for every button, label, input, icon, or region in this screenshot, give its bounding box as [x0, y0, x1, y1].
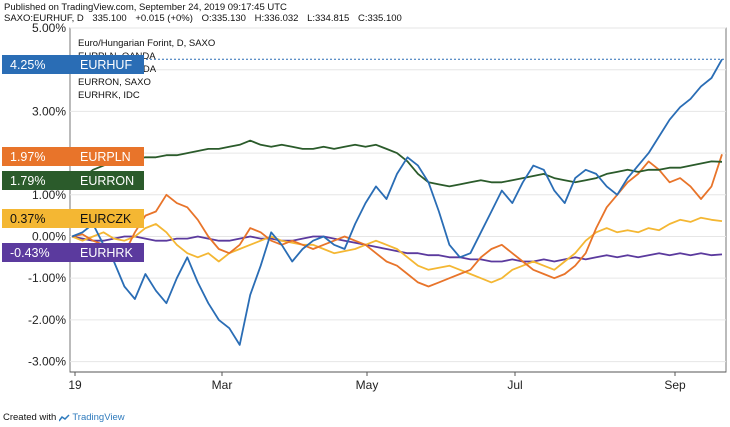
symbol-info: SAXO:EURHUF, D 335.100 +0.015 (+0%) O:33…: [4, 13, 408, 24]
chart-header: Published on TradingView.com, September …: [4, 2, 408, 24]
value-label-symbol: EURCZK: [80, 212, 132, 226]
legend-entry: Euro/Hungarian Forint, D, SAXO: [78, 38, 215, 49]
series-line-eurczk: [71, 216, 723, 284]
x-tick-label: May: [356, 378, 379, 392]
value-label-percent: -0.43%: [10, 246, 50, 260]
series-line-eurron: [71, 139, 723, 188]
value-label-symbol: EURPLN: [80, 150, 131, 164]
value-label-eurczk: 0.37% EURCZK: [2, 209, 144, 228]
footer: Created with TradingView: [3, 412, 125, 423]
value-label-eurhrk: -0.43% EURHRK: [2, 243, 144, 262]
value-label-percent: 1.79%: [10, 174, 45, 188]
tradingview-logo-icon: [59, 413, 70, 421]
value-label-eurhuf: 4.25% EURHUF: [2, 55, 144, 74]
value-label-box: [2, 55, 144, 74]
y-tick-label: 0.00%: [32, 229, 66, 243]
x-tick-label: Jul: [507, 378, 522, 392]
y-tick-label: 3.00%: [32, 104, 66, 118]
series-line-eurpln: [71, 154, 723, 288]
low-price: L:334.815: [307, 13, 350, 24]
legend-entry: EURHRK, IDC: [78, 90, 140, 101]
last-price: 335.100: [92, 13, 127, 24]
value-label-symbol: EURHUF: [80, 58, 132, 72]
series-line-eurhrk: [71, 235, 723, 263]
value-label-eurron: 1.79% EURRON: [2, 171, 144, 190]
symbol-name: SAXO:EURHUF, D: [4, 13, 84, 24]
y-tick-label: -2.00%: [28, 313, 66, 327]
brand-name[interactable]: TradingView: [72, 412, 125, 423]
close-price: C:335.100: [357, 13, 402, 24]
series-line-eurhuf: [71, 58, 723, 346]
value-label-symbol: EURRON: [80, 174, 134, 188]
legend-entry: EURRON, SAXO: [78, 77, 151, 88]
value-label-percent: 4.25%: [10, 58, 45, 72]
plot-border: [69, 27, 727, 373]
x-tick-label: 19: [68, 378, 82, 392]
value-label-percent: 1.97%: [10, 150, 45, 164]
created-with-label: Created with: [3, 412, 57, 423]
y-tick-label: -1.00%: [28, 271, 66, 285]
y-tick-label: 1.00%: [32, 188, 66, 202]
value-label-box: [2, 147, 144, 166]
x-tick-label: Mar: [212, 378, 233, 392]
value-label-box: [2, 171, 144, 190]
price-change: +0.015 (+0%): [135, 13, 193, 24]
y-tick-label: 5.00%: [32, 21, 66, 35]
high-price: H:336.032: [254, 13, 299, 24]
open-price: O:335.130: [201, 13, 246, 24]
value-label-eurpln: 1.97% EURPLN: [2, 147, 144, 166]
y-tick-label: -3.00%: [28, 355, 66, 369]
value-label-percent: 0.37%: [10, 212, 45, 226]
value-label-symbol: EURHRK: [80, 246, 133, 260]
value-label-box: [2, 243, 144, 262]
published-info: Published on TradingView.com, September …: [4, 2, 287, 13]
x-tick-label: Sep: [664, 378, 686, 392]
value-label-box: [2, 209, 144, 228]
